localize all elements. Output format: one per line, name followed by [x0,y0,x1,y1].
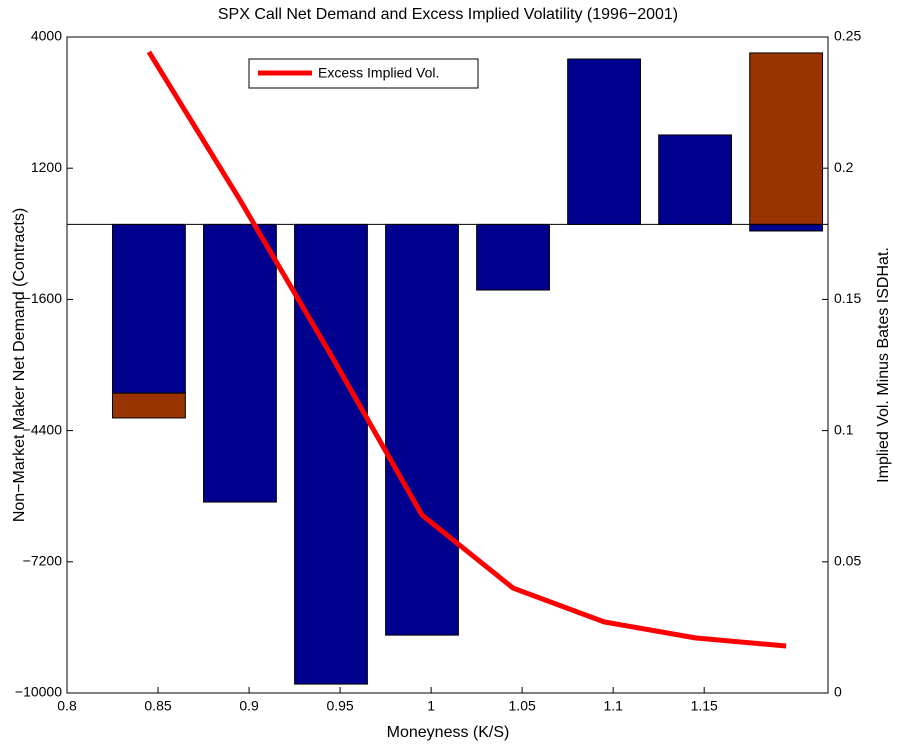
bar [749,52,824,225]
plot-frame [66,36,829,694]
x-axis-label: Moneyness (K/S) [387,724,510,741]
x-tick-label: 0.8 [57,698,77,714]
x-tick-label: 1 [427,698,435,714]
bar [203,223,277,503]
bar [567,58,641,225]
x-tick-label: 0.95 [326,698,353,714]
bar [476,223,550,291]
x-tick-label: 1.1 [603,698,623,714]
bar [749,223,824,232]
x-tick-label: 1.15 [691,698,718,714]
y2-tick-label: 0.2 [834,159,854,175]
y2-tick-label: 0.25 [834,28,861,44]
y-tick-label: 4000 [31,28,62,44]
x-tick-label: 0.85 [144,698,171,714]
y-tick-label: −10000 [15,684,62,700]
x-tick-label: 1.05 [509,698,536,714]
bar [112,392,186,419]
bar [385,223,459,636]
y2-tick-label: 0.1 [834,421,854,437]
y-tick-label: −1600 [23,290,63,306]
y2-tick-label: 0.05 [834,553,861,569]
x-tick-label: 0.9 [239,698,259,714]
line-series [146,50,787,649]
y2-tick-label: 0.15 [834,290,861,306]
bar [112,223,186,394]
y-tick-label: −4400 [23,421,63,437]
y2-axis-label: Implied Vol. Minus Bates ISDHat. [875,247,892,483]
legend-label: Excess Implied Vol. [318,65,439,81]
bar [294,223,368,685]
y-tick-label: −7200 [23,553,63,569]
y-axis-label: Non−Market Maker Net Demand (Contracts) [11,208,28,522]
y-tick-label: 1200 [31,159,62,175]
y2-tick-label: 0 [834,684,842,700]
chart-title: SPX Call Net Demand and Excess Implied V… [218,6,678,23]
bar [658,134,733,225]
